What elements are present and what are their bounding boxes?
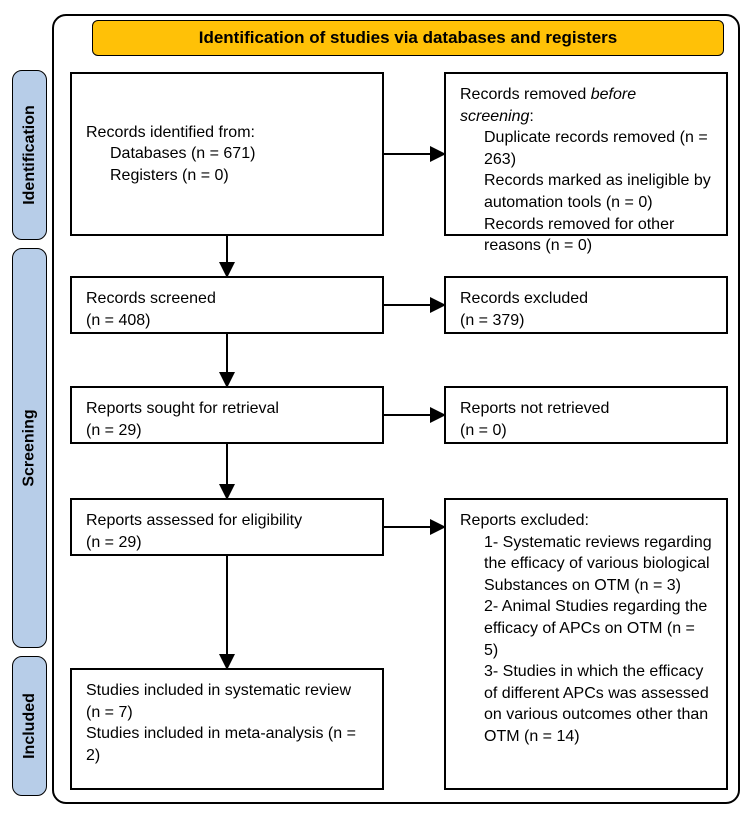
node-line: Reports excluded: — [460, 510, 712, 532]
node-identified: Records identified from:Databases (n = 6… — [70, 72, 384, 236]
node-excluded: Records excluded(n = 379) — [444, 276, 728, 334]
node-line: (n = 379) — [460, 310, 712, 332]
node-screened: Records screened(n = 408) — [70, 276, 384, 334]
node-line: (n = 0) — [460, 420, 712, 442]
node-line: Records excluded — [460, 288, 712, 310]
node-line: Records removed before screening: — [460, 84, 712, 127]
node-line: Records marked as ineligible by automati… — [460, 170, 712, 213]
stage-label-text: Screening — [21, 409, 39, 486]
node-line: Records screened — [86, 288, 368, 310]
node-line: Registers (n = 0) — [86, 165, 368, 187]
header-band: Identification of studies via databases … — [92, 20, 724, 56]
node-line: Studies included in meta-analysis (n = 2… — [86, 723, 368, 766]
node-line: Records removed for other reasons (n = 0… — [460, 214, 712, 257]
node-line: Reports not retrieved — [460, 398, 712, 420]
node-line: (n = 29) — [86, 420, 368, 442]
node-line: Duplicate records removed (n = 263) — [460, 127, 712, 170]
node-includedstudies: Studies included in systematic review (n… — [70, 668, 384, 790]
node-line: Databases (n = 671) — [86, 143, 368, 165]
stage-label-included: Included — [12, 656, 47, 796]
node-assessed: Reports assessed for eligibility(n = 29) — [70, 498, 384, 556]
node-line: Studies included in systematic review (n… — [86, 680, 368, 723]
node-sought: Reports sought for retrieval(n = 29) — [70, 386, 384, 444]
node-notretrieved: Reports not retrieved(n = 0) — [444, 386, 728, 444]
node-line: 1- Systematic reviews regarding the effi… — [460, 532, 712, 597]
node-line: Records identified from: — [86, 122, 368, 144]
stage-label-text: Identification — [21, 105, 39, 205]
node-line: 2- Animal Studies regarding the efficacy… — [460, 596, 712, 661]
node-line: Reports assessed for eligibility — [86, 510, 368, 532]
stage-label-identification: Identification — [12, 70, 47, 240]
stage-label-screening: Screening — [12, 248, 47, 648]
node-line: (n = 29) — [86, 532, 368, 554]
stage-label-text: Included — [21, 693, 39, 759]
node-removed: Records removed before screening:Duplica… — [444, 72, 728, 236]
header-text: Identification of studies via databases … — [199, 28, 618, 48]
node-line: 3- Studies in which the efficacy of diff… — [460, 661, 712, 747]
node-line: (n = 408) — [86, 310, 368, 332]
node-line: Reports sought for retrieval — [86, 398, 368, 420]
node-reportsexcluded: Reports excluded:1- Systematic reviews r… — [444, 498, 728, 790]
